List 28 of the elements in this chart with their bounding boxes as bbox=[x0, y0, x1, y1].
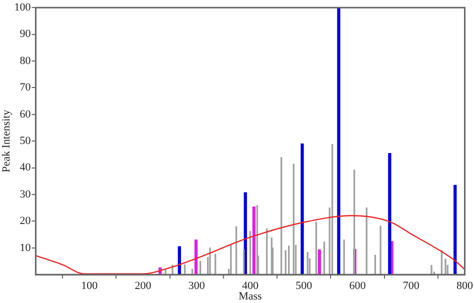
x-tick-label: 400 bbox=[242, 280, 259, 292]
x-tick-label: 800 bbox=[456, 280, 474, 292]
bar bbox=[300, 143, 304, 275]
bar bbox=[337, 8, 340, 275]
x-tick-label: 700 bbox=[402, 280, 420, 292]
bar bbox=[388, 153, 392, 275]
y-tick-label: 70 bbox=[20, 82, 32, 94]
bar bbox=[194, 240, 198, 275]
x-tick-label: 100 bbox=[81, 280, 98, 292]
x-tick-label: 600 bbox=[349, 280, 366, 292]
y-tick-label: 50 bbox=[20, 134, 32, 147]
y-tick-label: 100 bbox=[14, 1, 32, 14]
x-tick-label: 300 bbox=[188, 280, 206, 292]
x-tick-label: 200 bbox=[134, 280, 152, 292]
bar bbox=[252, 206, 256, 275]
y-tick-label: 90 bbox=[20, 28, 32, 40]
y-tick-label: 20 bbox=[20, 215, 32, 228]
y-tick-label: 30 bbox=[20, 188, 32, 200]
bar bbox=[178, 246, 182, 275]
x-tick-label: 500 bbox=[296, 280, 313, 292]
y-tick-label: 40 bbox=[20, 162, 32, 174]
y-tick-label: 60 bbox=[20, 108, 32, 120]
y-axis-title: Peak Intensity bbox=[0, 109, 12, 172]
y-tick-label: 10 bbox=[20, 242, 32, 254]
x-axis-title: Mass bbox=[238, 290, 262, 302]
bar bbox=[454, 184, 457, 275]
y-tick-label: 80 bbox=[20, 54, 32, 67]
bar bbox=[318, 249, 321, 275]
